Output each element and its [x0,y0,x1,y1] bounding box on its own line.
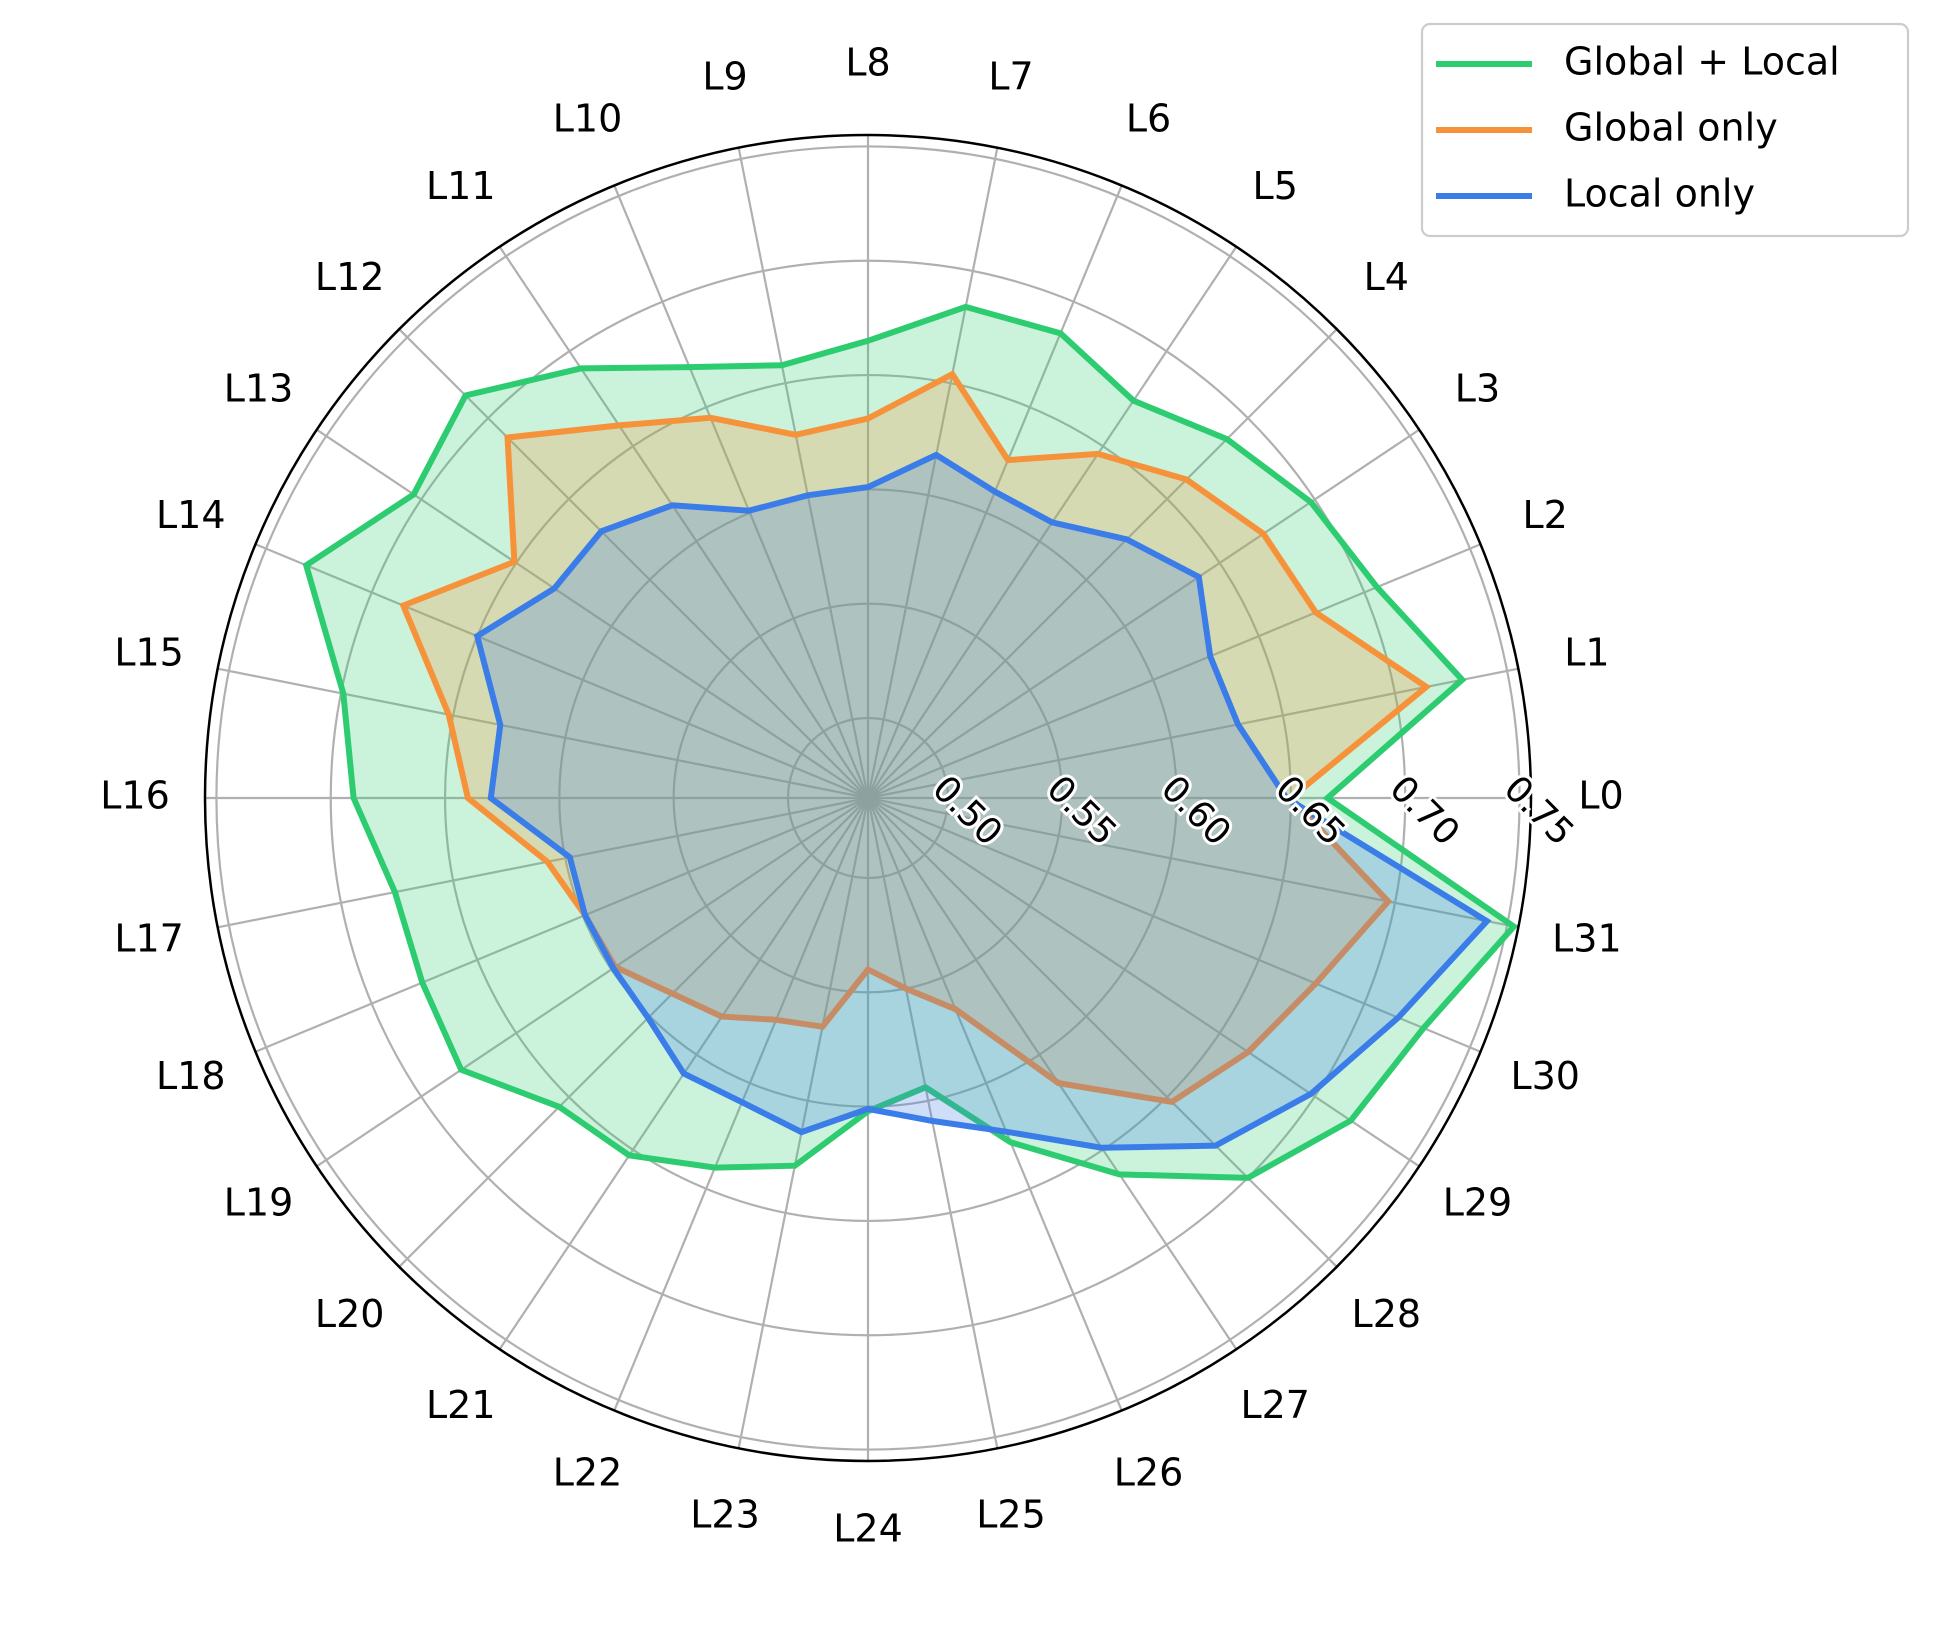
category-label-l5: L5 [1253,164,1298,208]
category-label-l4: L4 [1364,255,1409,299]
category-label-l22: L22 [553,1451,623,1495]
category-label-l0: L0 [1578,774,1623,818]
series-line-global-local [302,303,1519,1181]
category-label-l17: L17 [114,917,184,961]
series-line-local-only [473,451,1492,1151]
grid-spoke-l13 [316,428,869,799]
category-label-l13: L13 [224,366,294,410]
series-fill-global-only [403,374,1427,1102]
grid-spoke-l31 [867,796,1519,929]
legend-label: Global only [1564,106,1778,150]
category-label-l2: L2 [1523,493,1568,537]
category-label-l7: L7 [988,55,1033,99]
category-label-l1: L1 [1564,630,1609,674]
grid-spoke-l23 [737,797,870,1449]
grid-spoke-l29 [867,797,1420,1168]
grid-spoke-l1 [867,667,1519,800]
category-label-l21: L21 [426,1383,496,1427]
grid-spoke-l26 [866,797,1123,1411]
polar-frame [203,133,1533,1463]
category-label-l9: L9 [702,55,747,99]
grid-spoke-l28 [867,797,1338,1268]
category-label-l29: L29 [1443,1181,1513,1225]
category-label-l6: L6 [1126,96,1171,140]
category-label-l26: L26 [1114,1451,1184,1495]
category-label-l28: L28 [1352,1292,1422,1336]
category-label-l16: L16 [100,774,170,818]
category-label-l24: L24 [833,1507,903,1551]
grid-spoke-l7 [866,147,999,799]
category-label-l15: L15 [114,630,184,674]
series-line-global-only [399,370,1432,1106]
category-label-l30: L30 [1510,1054,1580,1098]
category-label-l3: L3 [1455,366,1500,410]
grid-spoke-l20 [398,797,869,1268]
category-label-l27: L27 [1240,1383,1310,1427]
category-label-l8: L8 [845,41,890,85]
legend: Global + Local Global only Local only [1420,22,1910,238]
category-label-l11: L11 [426,164,496,208]
radial-tick-label: 0.75 [1496,768,1582,854]
grid-spoke-l10 [613,185,870,799]
series-fill-local-only [477,454,1487,1148]
category-label-l18: L18 [156,1054,226,1098]
category-label-l10: L10 [553,96,623,140]
grid-spoke-l30 [867,796,1481,1053]
grid-spoke-l11 [498,246,869,799]
grid-spoke-l14 [255,543,869,800]
category-label-l20: L20 [315,1292,385,1336]
legend-label: Global + Local [1564,40,1840,84]
grid-spoke-l18 [255,796,869,1053]
series-layer [302,303,1519,1181]
legend-box [1420,22,1910,238]
category-label-l14: L14 [156,493,226,537]
category-label-l25: L25 [976,1492,1046,1536]
category-label-l12: L12 [315,255,385,299]
category-label-l19: L19 [224,1181,294,1225]
category-label-l23: L23 [690,1492,760,1536]
legend-label: Local only [1564,172,1755,216]
category-label-l31: L31 [1552,917,1622,961]
grid-spoke-l4 [867,328,1338,799]
grid-spoke-l15 [217,667,869,800]
grid-spoke-l9 [737,147,870,799]
grid-spoke-l3 [867,428,1420,799]
grid-spoke-l27 [867,797,1238,1350]
grid-spoke-l12 [398,328,869,799]
grid-spoke-l19 [316,797,869,1168]
frame-layer [203,133,1533,1463]
grid-spoke-l17 [217,796,869,929]
